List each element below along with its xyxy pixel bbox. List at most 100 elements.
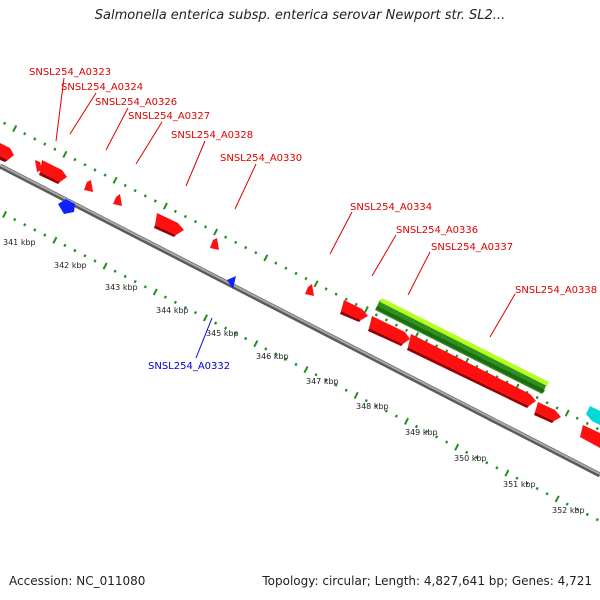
gene-forward[interactable] [35, 160, 42, 172]
minor-tick [485, 461, 489, 465]
gene-forward[interactable] [210, 238, 219, 250]
gene-forward[interactable] [84, 180, 93, 192]
minor-tick [93, 168, 97, 172]
gene-forward[interactable] [368, 316, 410, 346]
gene-label[interactable]: SNSL254_A0327 [128, 111, 210, 122]
major-tick [213, 228, 219, 236]
gene-label[interactable]: SNSL254_A0336 [396, 225, 478, 236]
major-tick [152, 288, 158, 296]
minor-tick [394, 414, 398, 418]
genome-backbone-highlight [0, 164, 600, 475]
minor-tick [314, 373, 318, 377]
minor-tick [425, 338, 429, 343]
kbp-label: 345 kbp [206, 329, 239, 338]
gene-reverse[interactable] [227, 276, 236, 289]
minor-tick [123, 183, 127, 188]
minor-tick [294, 271, 298, 276]
forward-genes [0, 143, 600, 448]
major-tick [2, 210, 8, 218]
minor-tick [354, 302, 358, 307]
minor-tick [324, 378, 328, 382]
major-tick [203, 314, 208, 322]
gene-forward[interactable] [113, 194, 122, 206]
minor-tick [394, 323, 398, 327]
minor-tick [133, 279, 137, 284]
minor-tick [545, 492, 549, 496]
minor-tick [214, 321, 218, 325]
minor-tick [575, 416, 579, 420]
minor-tick [123, 274, 127, 279]
minor-tick [565, 502, 569, 506]
gene-label[interactable]: SNSL254_A0323 [29, 67, 111, 78]
gene-reverse[interactable] [58, 199, 75, 214]
gene-label[interactable]: SNSL254_A0328 [171, 130, 253, 141]
gene-label[interactable]: SNSL254_A0332 [148, 361, 230, 372]
minor-tick [535, 395, 539, 400]
gene-forward[interactable] [407, 334, 536, 408]
gene-label[interactable]: SNSL254_A0334 [350, 202, 432, 213]
gene-label[interactable]: SNSL254_A0330 [220, 153, 302, 164]
minor-tick [595, 426, 599, 431]
minor-tick [525, 481, 529, 486]
gene-rna[interactable] [586, 406, 600, 425]
major-tick [102, 262, 108, 270]
minor-tick [73, 157, 77, 162]
gene-forward[interactable] [154, 213, 184, 237]
gene-labels: SNSL254_A0323 SNSL254_A0324 SNSL254_A032… [29, 67, 597, 372]
major-tick [52, 236, 58, 244]
major-tick [564, 409, 570, 417]
major-tick [504, 469, 510, 477]
gene-forward[interactable] [39, 160, 67, 184]
kbp-scale-labels: 341 kbp 342 kbp 343 kbp 344 kbp 345 kbp … [3, 238, 585, 515]
minor-tick [334, 383, 338, 387]
minor-tick [83, 254, 87, 258]
gene-label[interactable]: SNSL254_A0326 [95, 97, 177, 108]
gene-forward[interactable] [305, 284, 314, 296]
minor-tick [304, 276, 308, 281]
gene-label[interactable]: SNSL254_A0337 [431, 242, 513, 253]
major-tick [162, 202, 168, 210]
gene-label[interactable]: SNSL254_A0338 [515, 285, 597, 296]
minor-tick [334, 292, 338, 296]
topology-text: Topology: circular; Length: 4,827,641 bp… [262, 574, 592, 588]
kbp-label: 348 kbp [356, 402, 389, 411]
minor-tick [445, 440, 449, 444]
gene-forward[interactable] [0, 143, 14, 162]
minor-tick [374, 313, 378, 317]
map-title: Salmonella enterica subsp. enterica sero… [94, 8, 506, 23]
inner-tick-track [2, 210, 599, 522]
gene-forward[interactable] [580, 425, 600, 448]
gene-forward[interactable] [534, 402, 561, 423]
minor-tick [23, 132, 27, 136]
minor-tick [63, 243, 67, 248]
gene-label[interactable]: SNSL254_A0324 [61, 82, 143, 93]
minor-tick [173, 300, 177, 305]
minor-tick [33, 137, 37, 141]
minor-tick [324, 287, 328, 291]
minor-tick [224, 326, 228, 330]
highlight-feature[interactable] [375, 298, 549, 394]
minor-tick [83, 163, 87, 167]
minor-tick [193, 310, 198, 315]
kbp-label: 344 kbp [156, 306, 189, 315]
major-tick [263, 254, 269, 262]
minor-tick [274, 352, 278, 356]
major-tick [363, 306, 369, 314]
minor-tick [113, 269, 117, 273]
minor-tick [284, 266, 288, 270]
gene-forward[interactable] [340, 300, 368, 322]
minor-tick [163, 295, 167, 299]
kbp-label: 349 kbp [405, 428, 438, 437]
minor-tick [43, 233, 47, 237]
minor-tick [535, 486, 539, 491]
minor-tick [384, 318, 388, 322]
minor-tick [344, 297, 348, 301]
minor-tick [344, 388, 348, 392]
kbp-label: 343 kbp [105, 283, 138, 292]
minor-tick [495, 466, 499, 470]
minor-tick [244, 245, 248, 250]
outer-tick-track [3, 121, 599, 431]
kbp-label: 347 kbp [306, 377, 339, 386]
minor-tick [3, 121, 7, 126]
minor-tick [465, 450, 469, 455]
